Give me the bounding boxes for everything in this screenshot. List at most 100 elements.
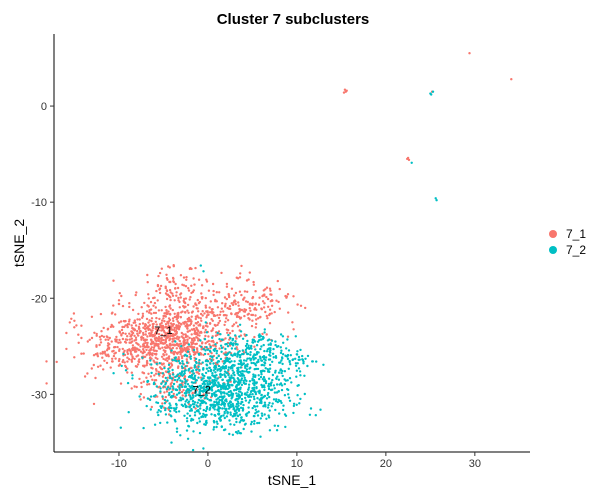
point-7-1	[117, 359, 121, 363]
point-7-1	[201, 314, 204, 317]
point-7-1	[177, 356, 180, 359]
point-7-1	[208, 322, 212, 325]
point-7-1	[270, 293, 273, 296]
point-7-1	[247, 312, 250, 315]
point-7-1	[131, 348, 134, 352]
point-7-2	[205, 379, 208, 383]
point-7-2	[224, 366, 228, 370]
point-7-2	[223, 407, 226, 410]
point-7-1	[150, 342, 153, 345]
point-7-2	[260, 359, 264, 362]
point-7-1	[183, 347, 186, 350]
point-7-2	[196, 393, 199, 396]
point-7-1	[252, 280, 255, 284]
point-7-2	[215, 352, 218, 355]
point-7-1	[144, 333, 147, 336]
point-7-1	[200, 284, 204, 287]
point-7-1	[155, 316, 158, 320]
point-7-2	[247, 344, 250, 347]
point-7-2	[220, 392, 223, 395]
point-7-2	[250, 347, 253, 350]
point-7-1	[162, 354, 166, 357]
point-7-1	[157, 332, 161, 336]
point-7-1	[190, 333, 193, 336]
point-7-2	[161, 380, 165, 383]
point-7-2	[252, 389, 255, 392]
point-7-2	[268, 338, 271, 341]
point-7-1	[235, 276, 238, 279]
point-7-2	[262, 355, 266, 358]
point-7-1	[120, 333, 123, 336]
point-7-1	[148, 332, 151, 335]
point-7-1	[164, 338, 167, 341]
point-7-1	[178, 306, 181, 309]
point-7-1	[211, 308, 214, 311]
point-7-2	[217, 364, 221, 368]
point-7-2	[208, 366, 211, 369]
point-7-2	[294, 362, 298, 365]
point-7-1	[251, 319, 254, 322]
point-7-2	[255, 344, 259, 347]
point-7-1	[155, 369, 158, 372]
point-7-1	[185, 276, 188, 279]
point-7-2	[210, 358, 213, 362]
point-7-2	[263, 413, 266, 416]
point-7-1	[142, 345, 145, 348]
point-7-2	[231, 433, 235, 436]
point-7-1	[116, 345, 119, 349]
point-7-1	[95, 334, 98, 337]
point-7-1	[254, 290, 257, 293]
point-7-2	[208, 377, 211, 380]
point-7-2	[213, 379, 216, 382]
point-7-1	[136, 318, 139, 321]
point-7-2	[184, 394, 188, 397]
point-7-2	[268, 363, 272, 367]
point-7-2	[193, 364, 197, 367]
point-7-2	[186, 412, 189, 415]
point-7-1	[169, 280, 172, 284]
point-7-1	[187, 330, 190, 333]
point-7-2	[233, 373, 236, 377]
point-7-2	[250, 420, 253, 424]
point-7-1	[254, 302, 257, 305]
point-7-2	[236, 352, 239, 355]
point-7-2	[231, 344, 235, 347]
point-7-1	[248, 271, 251, 274]
point-7-2	[185, 380, 188, 383]
point-7-1	[82, 352, 85, 355]
point-7-2	[179, 396, 182, 399]
point-7-1	[243, 314, 246, 318]
point-7-1	[160, 337, 163, 340]
point-7-2	[271, 352, 275, 355]
point-7-1	[176, 352, 179, 355]
point-7-1	[159, 324, 162, 327]
point-7-1	[130, 358, 133, 362]
point-7-2	[287, 349, 291, 352]
point-7-2	[170, 377, 174, 380]
point-7-2	[202, 385, 206, 388]
point-7-1	[253, 307, 257, 310]
point-7-2	[239, 354, 242, 357]
point-7-1	[253, 335, 256, 339]
point-7-1	[143, 301, 146, 305]
point-7-2	[190, 373, 194, 377]
point-7-1	[342, 91, 346, 94]
point-7-2	[214, 381, 217, 385]
point-7-2	[265, 417, 268, 420]
point-7-1	[240, 293, 243, 297]
point-7-2	[232, 364, 236, 367]
point-7-1	[139, 330, 142, 333]
point-7-2	[218, 395, 221, 399]
point-7-2	[212, 428, 215, 431]
point-7-1	[165, 273, 168, 276]
point-7-1	[275, 299, 278, 302]
y-axis-ticks: 0-10-20-30	[31, 101, 54, 401]
point-7-1	[179, 296, 182, 299]
point-7-1	[102, 335, 106, 338]
point-7-1	[265, 295, 268, 299]
point-7-2	[214, 376, 217, 379]
point-7-1	[154, 320, 157, 323]
point-7-2	[252, 395, 256, 398]
point-7-2	[274, 355, 278, 358]
point-7-2	[283, 382, 286, 386]
